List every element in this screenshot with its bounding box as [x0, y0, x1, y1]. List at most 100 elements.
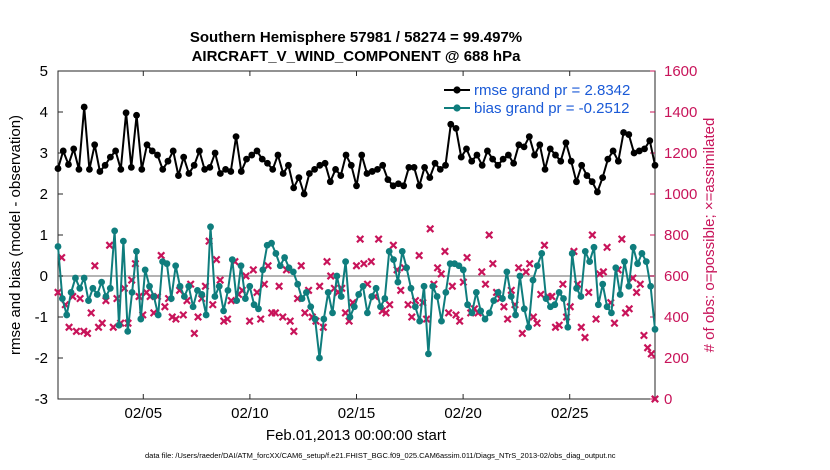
- chart-subtitle: AIRCRAFT_V_WIND_COMPONENT @ 688 hPa: [192, 48, 522, 65]
- rmse-point: [54, 165, 62, 172]
- bias-point: [621, 258, 628, 266]
- bias-point: [403, 264, 411, 272]
- bias-point: [464, 301, 472, 309]
- legend-box: [440, 77, 646, 117]
- obs-count-marker: [315, 282, 324, 291]
- legend-rmse-marker: [453, 86, 461, 94]
- rmse-point: [457, 153, 465, 161]
- bias-point: [124, 327, 132, 335]
- bias-point: [533, 262, 541, 270]
- bias-point: [503, 268, 511, 276]
- obs-count-marker: [275, 282, 284, 291]
- bias-point: [398, 248, 406, 255]
- obs-count-marker: [286, 317, 295, 326]
- bias-point: [298, 295, 306, 302]
- obs-count-marker: [522, 267, 530, 276]
- obs-count-marker: [481, 280, 490, 289]
- rmse-point: [138, 166, 146, 173]
- rmse-point: [436, 166, 444, 173]
- bias-point: [385, 248, 393, 255]
- bias-point: [363, 309, 371, 317]
- bias-point: [102, 293, 110, 300]
- bias-point: [185, 282, 193, 290]
- bias-point: [233, 297, 241, 304]
- bias-point: [85, 297, 92, 304]
- rmse-point: [421, 163, 428, 171]
- obs-count-marker: [83, 329, 92, 338]
- bias-point: [481, 315, 489, 323]
- obs-count-marker: [433, 263, 442, 272]
- bias-point: [211, 293, 219, 300]
- rmse-point: [447, 120, 455, 128]
- obs-count-marker: [581, 333, 589, 342]
- left-tick-label: 1: [40, 227, 48, 244]
- bias-point: [167, 295, 175, 302]
- rmse-point: [159, 166, 167, 173]
- obs-count-marker: [160, 302, 169, 311]
- bias-point: [228, 256, 236, 263]
- rmse-point: [389, 182, 397, 190]
- bias-point: [72, 274, 79, 282]
- obs-count-marker: [223, 315, 232, 324]
- obs-count-marker: [359, 259, 368, 268]
- rmse-point: [593, 188, 601, 196]
- rmse-point: [379, 161, 387, 169]
- obs-count-marker: [632, 288, 641, 297]
- rmse-point: [326, 178, 334, 186]
- legend-bias-marker: [453, 104, 461, 112]
- rmse-point: [426, 174, 434, 182]
- chart-title: Southern Hemisphere 57981 / 58274 = 99.4…: [190, 29, 522, 46]
- rmse-point: [405, 163, 413, 171]
- obs-count-marker: [157, 251, 166, 260]
- bias-point: [294, 280, 302, 288]
- rmse-point: [546, 145, 554, 153]
- rmse-point: [295, 174, 303, 182]
- bias-point: [381, 295, 389, 302]
- obs-count-marker: [87, 308, 96, 317]
- obs-count-marker: [592, 315, 601, 324]
- rmse-point: [567, 157, 575, 165]
- x-tick-label: 02/20: [444, 405, 482, 422]
- bias-point: [320, 315, 328, 323]
- obs-count-marker: [415, 251, 424, 260]
- bias-point: [268, 239, 275, 247]
- obs-count-marker: [245, 317, 254, 326]
- rmse-point: [573, 178, 580, 186]
- bias-point: [372, 284, 380, 292]
- rmse-point: [264, 159, 271, 167]
- rmse-point: [484, 147, 491, 155]
- rmse-point: [641, 145, 648, 153]
- bias-point: [189, 303, 197, 311]
- legend-bias-label: bias grand pr = -0.2512: [474, 100, 630, 117]
- rmse-point: [552, 151, 559, 159]
- bias-point: [573, 284, 580, 292]
- rmse-point: [164, 157, 172, 165]
- rmse-point: [59, 147, 67, 155]
- rmse-point: [232, 133, 240, 141]
- obs-count-marker: [271, 308, 280, 317]
- obs-count-marker: [533, 319, 542, 328]
- bias-point: [289, 268, 297, 276]
- bias-point: [629, 243, 637, 251]
- rmse-point: [248, 151, 256, 159]
- bias-point: [58, 295, 66, 302]
- obs-count-marker: [485, 231, 494, 239]
- rmse-point: [337, 172, 345, 179]
- obs-count-marker: [529, 313, 538, 321]
- rmse-point: [368, 168, 376, 175]
- bias-point: [150, 293, 158, 300]
- x-tick-label: 02/05: [125, 405, 163, 422]
- rmse-point: [374, 166, 381, 173]
- left-tick-label: 5: [40, 63, 48, 80]
- right-tick-label: 1200: [664, 145, 697, 162]
- obs-count-marker: [241, 272, 250, 280]
- rmse-point: [279, 170, 287, 177]
- bias-point: [285, 264, 293, 272]
- rmse-point: [525, 133, 533, 141]
- left-tick-label: 2: [40, 186, 48, 203]
- x-axis-label: Feb.01,2013 00:00:00 start: [266, 427, 447, 444]
- bias-point: [259, 266, 267, 274]
- rmse-point: [321, 159, 329, 167]
- bias-point: [499, 295, 506, 302]
- rmse-point: [258, 155, 266, 163]
